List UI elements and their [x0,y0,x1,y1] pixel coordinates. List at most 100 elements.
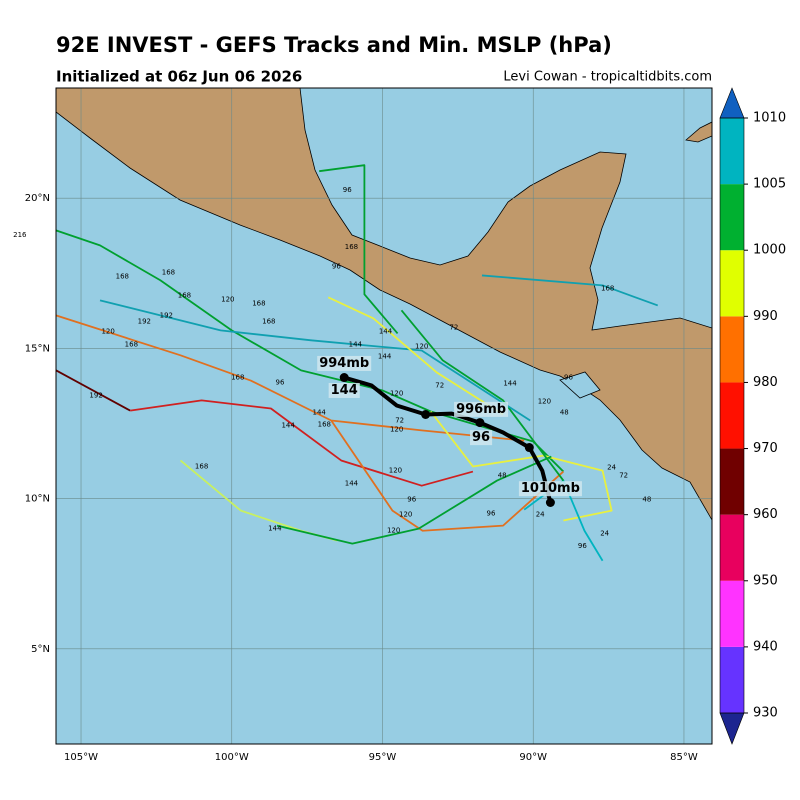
colorbar-bin [720,184,744,251]
colorbar-bin [720,514,744,581]
colorbar-label: 990 [753,309,778,324]
ensemble-track [130,399,474,487]
hour-label: 96 [343,186,352,194]
map-frame [55,87,713,745]
hour-label: 96 [487,510,496,518]
hour-label: 24 [607,464,616,472]
hour-label: 48 [560,408,569,416]
plot-layer: 168 168 168 120 168 192 192 192 120 168 168 96 96 168… [56,88,712,744]
colorbar-bin [720,316,744,383]
hour-label: 168 [125,341,138,349]
mean-label-box [518,481,582,497]
hour-label: 120 [538,398,551,406]
ensemble-track [99,299,531,422]
hour-label: 120 [390,389,403,397]
hour-label: 96 [407,496,416,504]
hour-label: 24 [600,530,609,538]
mean-track-point [339,373,349,383]
hour-label: 120 [390,426,403,434]
x-tick-label: 100°W [215,752,249,763]
mean-label: 96 [472,430,490,445]
x-tick-label: 105°W [64,752,98,763]
hour-label: 48 [498,471,507,479]
hour-label: 216 [13,231,27,239]
hour-label: 168 [345,243,358,251]
hour-label: 96 [578,542,587,550]
y-tick-label: 5°N [31,644,50,655]
hour-label: 168 [318,420,331,428]
colorbar-bin [720,580,744,647]
hour-label: 96 [276,378,285,386]
mean-track [343,375,553,504]
mean-label-box [470,430,493,446]
hour-label: 72 [435,381,444,389]
colorbar-frame [719,117,745,714]
mean-track-point [475,418,485,428]
hour-label: 120 [389,467,402,475]
hour-label: 168 [231,374,244,382]
colorbar-label: 960 [753,507,778,522]
ensemble-track [327,296,504,416]
x-tick-label: 85°W [670,752,698,763]
hour-label: 144 [345,480,359,488]
y-tick-label: 20°N [25,193,50,204]
hour-label: 72 [449,323,458,331]
hour-label: 144 [349,341,363,349]
mean-track-point [421,409,431,419]
mean-track-point [524,443,534,453]
colorbar-bin [720,250,744,317]
hour-label: 168 [162,268,175,276]
colorbar-bin [720,118,744,185]
colorbar-label: 980 [753,375,778,390]
mean-label: 144 [331,383,358,398]
colorbar-label: 970 [753,441,778,456]
ensemble-track [330,419,564,532]
ensemble-track [430,410,613,522]
ensemble-track [319,164,399,334]
hour-label: 168 [262,317,275,325]
colorbar-label: 1005 [753,177,786,192]
hour-label: 96 [332,262,341,270]
mean-label-box [328,382,360,398]
colorbar-label: 950 [753,573,778,588]
hour-label: 144 [281,422,295,430]
colorbar-bin [720,382,744,449]
colorbar-label: 930 [753,706,778,721]
colorbar-under [719,712,745,745]
hour-label: 144 [503,380,517,388]
hour-label: 192 [160,311,173,319]
credit: Levi Cowan - tropicaltidbits.com [503,70,712,85]
hour-label: 168 [252,299,265,307]
hour-label: 120 [101,327,114,335]
subtitle: Initialized at 06z Jun 06 2026 [56,68,302,86]
hour-label: 48 [642,496,651,504]
hour-label: 96 [564,374,573,382]
hour-label: 168 [178,291,191,299]
y-tick-label: 10°N [25,494,50,505]
hour-label: 192 [89,392,102,400]
ensemble-track [481,274,659,307]
x-tick-label: 95°W [369,752,397,763]
hour-label: 144 [379,327,393,335]
colorbar-label: 1000 [753,243,786,258]
colorbar-bin [720,448,744,515]
y-tick-label: 15°N [25,343,50,354]
hour-label: 72 [619,471,628,479]
hour-label: 72 [395,417,404,425]
hour-label: 168 [195,462,208,470]
hour-label: 120 [399,511,412,519]
title: 92E INVEST - GEFS Tracks and Min. MSLP (… [56,33,612,57]
ensemble-track [400,309,565,482]
hour-label: 24 [536,511,545,519]
hour-label: 120 [221,295,234,303]
land [56,88,712,521]
hour-label: 168 [601,284,614,292]
hour-label: 144 [378,353,392,361]
mean-label: 1010mb [521,481,580,496]
hour-label: 168 [116,272,129,280]
ensemble-track [276,455,552,545]
mean-track-point [545,498,555,508]
hour-label: 144 [312,408,326,416]
hour-label: 192 [138,317,151,325]
